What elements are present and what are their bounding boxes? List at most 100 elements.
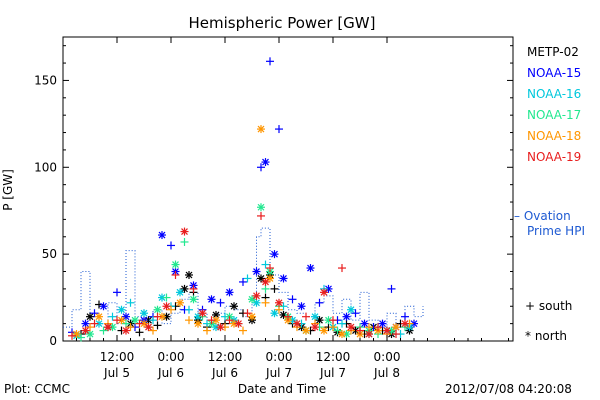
y-tick-label: 150: [34, 73, 57, 87]
data-point: [225, 288, 234, 297]
data-point: [329, 316, 337, 325]
data-point: [338, 330, 346, 339]
data-point: [261, 277, 270, 286]
data-point: [275, 305, 283, 314]
data-point: [207, 295, 216, 304]
data-point: [180, 227, 189, 236]
data-point: [162, 293, 171, 302]
data-point: [239, 277, 247, 286]
data-point: [113, 288, 121, 297]
data-point: [302, 326, 310, 335]
y-axis-label: P [GW]: [1, 169, 15, 211]
satellite-points: [68, 57, 418, 342]
y-tick-label: 100: [34, 160, 57, 174]
data-point: [365, 323, 373, 332]
data-point: [320, 288, 328, 297]
legend: METP-02 NOAA-15 NOAA-16 NOAA-17 NOAA-18 NOAA-…: [514, 45, 585, 343]
x-axis-label: Date and Time: [238, 382, 326, 396]
data-point: [261, 158, 270, 167]
data-point: [261, 284, 270, 293]
data-point: [162, 302, 171, 311]
data-point: [243, 274, 252, 283]
data-point: [248, 295, 256, 304]
data-point: [257, 203, 265, 212]
data-point: [266, 264, 274, 273]
x-tick-time-label: 0:00: [266, 350, 293, 364]
legend-symbol-south: + south: [525, 299, 572, 313]
data-point: [153, 321, 162, 330]
data-point: [86, 330, 94, 339]
data-point: [284, 312, 292, 321]
data-point: [216, 298, 225, 307]
series-noaa-15: [68, 57, 418, 337]
data-point: [293, 319, 301, 328]
data-point: [176, 288, 184, 297]
data-point: [180, 237, 189, 246]
series-noaa-18: [72, 125, 414, 339]
data-point: [153, 312, 162, 321]
data-point: [90, 309, 99, 318]
data-point: [311, 323, 319, 332]
data-point: [374, 323, 382, 332]
data-point: [288, 295, 297, 304]
chart-title: Hemispheric Power [GW]: [189, 14, 376, 32]
data-point: [122, 312, 130, 321]
data-point: [311, 312, 319, 321]
data-point: [198, 309, 207, 318]
data-point: [338, 264, 346, 273]
legend-ovation-line2: Prime HPI: [527, 224, 585, 238]
data-point: [122, 319, 130, 328]
series-noaa-17: [77, 203, 409, 342]
data-point: [171, 270, 180, 279]
data-point: [68, 331, 76, 340]
data-point: [171, 260, 180, 269]
data-point: [275, 298, 283, 307]
data-point: [144, 323, 153, 332]
data-point: [185, 316, 193, 325]
x-tick-date-label: Jul 8: [373, 366, 400, 380]
data-point: [387, 284, 396, 293]
x-axis: 12:00 Jul 5 0:00 Jul 6 12:00 Jul 6 0:00 Jul 7 12…: [76, 37, 509, 380]
data-point: [149, 316, 157, 325]
data-point: [158, 312, 166, 321]
data-point: [225, 316, 234, 325]
data-point: [104, 323, 112, 332]
legend-ovation-line1: – Ovation: [514, 209, 571, 223]
data-point: [257, 274, 265, 283]
data-point: [257, 211, 265, 220]
data-point: [81, 326, 90, 335]
data-point: [261, 298, 270, 307]
data-point: [90, 319, 99, 328]
data-point: [252, 291, 261, 300]
data-point: [185, 305, 193, 314]
data-point: [320, 326, 328, 335]
legend-entry: NOAA-19: [527, 150, 581, 164]
legend-entry: NOAA-16: [527, 87, 581, 101]
x-tick-time-label: 12:00: [316, 350, 351, 364]
data-point: [270, 250, 279, 259]
data-point: [140, 309, 148, 318]
data-point: [257, 163, 265, 172]
x-tick-date-label: Jul 6: [157, 366, 184, 380]
data-point: [266, 274, 274, 283]
data-point: [365, 330, 373, 339]
data-point: [131, 316, 139, 325]
data-point: [275, 125, 283, 134]
legend-entry: METP-02: [527, 45, 579, 59]
data-point: [392, 330, 400, 339]
data-point: [252, 267, 261, 276]
data-point: [243, 309, 252, 318]
data-point: [234, 319, 243, 328]
data-point: [108, 312, 117, 321]
data-point: [378, 319, 387, 328]
data-point: [194, 319, 202, 328]
data-point: [176, 298, 184, 307]
data-point: [347, 305, 355, 314]
legend-entry: NOAA-15: [527, 66, 581, 80]
data-point: [122, 326, 130, 335]
data-point: [401, 319, 409, 328]
data-point: [383, 326, 391, 335]
data-point: [117, 305, 126, 314]
data-point: [72, 330, 81, 339]
